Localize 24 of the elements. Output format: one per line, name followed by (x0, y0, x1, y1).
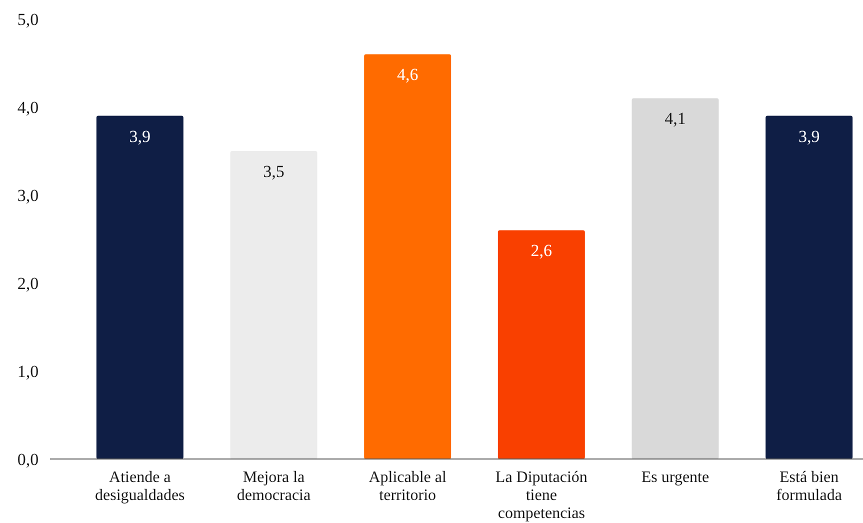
x-tick-label: Atiende a desigualdades (95, 469, 185, 504)
x-tick-label: Está bien formulada (776, 469, 842, 504)
data-label: 2,6 (530, 241, 552, 260)
data-label: 4,1 (664, 109, 686, 128)
bar (230, 151, 318, 459)
x-tick-label: Mejora la democracia (236, 469, 311, 504)
bar (364, 54, 452, 459)
data-label: 4,6 (396, 65, 418, 84)
x-tick-label: Es urgente (641, 469, 710, 486)
y-tick-label: 5,0 (17, 10, 39, 29)
bar (632, 98, 719, 459)
x-tick-label: La Diputación tiene competencias (495, 469, 588, 522)
y-tick-label: 1,0 (17, 362, 39, 381)
y-tick-label: 2,0 (17, 274, 39, 293)
data-label: 3,9 (798, 126, 820, 146)
y-tick-label: 3,0 (17, 186, 39, 205)
bar (498, 230, 585, 459)
x-tick-label: Aplicable al territorio (368, 469, 448, 504)
bar (766, 116, 853, 459)
y-tick-label: 4,0 (17, 98, 39, 117)
data-label: 3,5 (263, 162, 284, 181)
y-tick-label: 0,0 (17, 450, 39, 469)
bar (96, 116, 184, 459)
data-label: 3,9 (129, 126, 151, 146)
